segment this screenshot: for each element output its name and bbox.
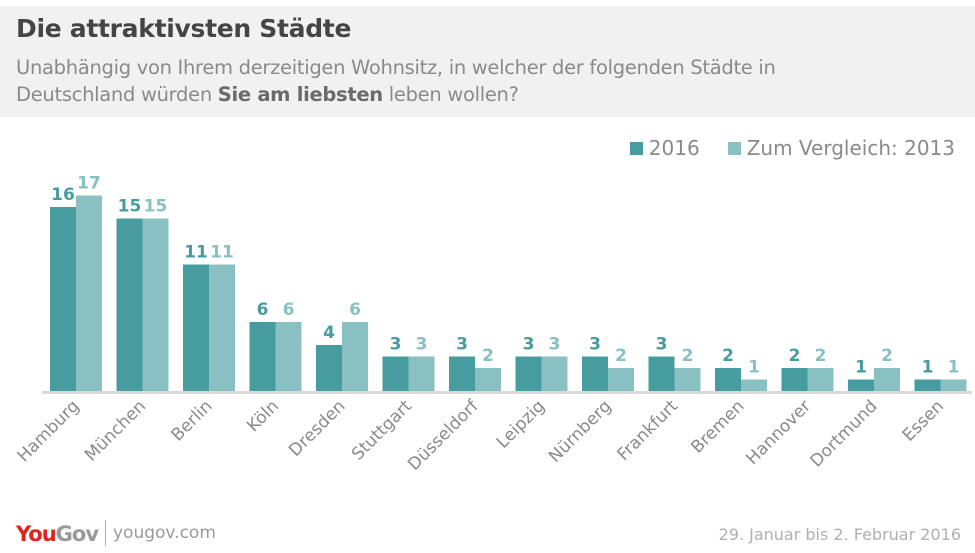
bar-2013-münchen (142, 218, 169, 391)
data-label-2013-hamburg: 17 (77, 174, 101, 194)
bar-2016-dresden (316, 345, 342, 391)
category-label-dortmund: Dortmund (807, 396, 882, 471)
bar-2013-essen (940, 379, 967, 391)
bar-2013-bremen (741, 379, 767, 391)
bar-2016-berlin (183, 264, 209, 391)
subtitle-line-2-post: leben wollen? (382, 83, 519, 106)
bar-2013-hannover (807, 368, 834, 391)
bar-2016-essen (914, 379, 941, 391)
legend-label-2013: Zum Vergleich: 2013 (746, 136, 955, 160)
bar-2016-münchen (116, 218, 143, 391)
bar-2013-stuttgart (408, 356, 435, 391)
data-label-2013-düsseldorf: 2 (482, 346, 494, 366)
category-label-stuttgart: Stuttgart (348, 396, 416, 464)
category-label-berlin: Berlin (168, 396, 217, 445)
bar-2016-hamburg (50, 207, 76, 391)
data-label-2016-essen: 1 (922, 358, 934, 378)
data-label-2016-düsseldorf: 3 (456, 335, 468, 355)
data-label-2013-nürnberg: 2 (615, 346, 627, 366)
category-label-essen: Essen (899, 396, 948, 445)
data-label-2016-leipzig: 3 (523, 335, 535, 355)
data-label-2013-dresden: 6 (349, 300, 361, 320)
data-label-2016-dortmund: 1 (855, 358, 867, 378)
bar-2013-hamburg (76, 195, 102, 391)
chart-subtitle: Unabhängig von Ihrem derzeitigen Wohnsit… (16, 54, 916, 108)
bar-2013-frankfurt (674, 368, 701, 391)
legend-swatch-2016 (629, 141, 643, 155)
legend-label-2016: 2016 (648, 136, 700, 160)
data-label-2013-münchen: 15 (144, 197, 168, 217)
subtitle-line-2-pre: Deutschland würden (16, 83, 218, 106)
data-label-2013-stuttgart: 3 (416, 335, 428, 355)
data-label-2016-münchen: 15 (118, 197, 142, 217)
subtitle-line-2-bold: Sie am liebsten (217, 83, 383, 106)
legend-swatch-2013 (727, 141, 741, 155)
category-label-frankfurt: Frankfurt (613, 396, 682, 465)
data-label-2013-essen: 1 (948, 358, 960, 378)
data-label-2016-nürnberg: 3 (589, 335, 601, 355)
data-label-2016-köln: 6 (257, 300, 269, 320)
data-label-2016-bremen: 2 (722, 346, 734, 366)
data-label-2013-hannover: 2 (815, 346, 827, 366)
subtitle-line-1: Unabhängig von Ihrem derzeitigen Wohnsit… (16, 56, 776, 79)
legend: 2016 Zum Vergleich: 2013 (602, 136, 955, 160)
category-label-düsseldorf: Düsseldorf (404, 396, 483, 475)
data-label-2013-bremen: 1 (748, 358, 760, 378)
category-label-köln: Köln (243, 396, 283, 436)
footer-date: 29. Januar bis 2. Februar 2016 (718, 525, 961, 544)
category-label-nürnberg: Nürnberg (545, 396, 615, 466)
bar-2016-frankfurt (648, 356, 675, 391)
data-label-2013-leipzig: 3 (549, 335, 561, 355)
data-label-2016-berlin: 11 (184, 243, 208, 263)
data-label-2013-dortmund: 2 (881, 346, 893, 366)
bar-2016-nürnberg (582, 356, 608, 391)
data-label-2016-dresden: 4 (323, 323, 335, 343)
data-label-2016-frankfurt: 3 (656, 335, 668, 355)
bar-2016-düsseldorf (449, 356, 475, 391)
bar-2013-leipzig (541, 356, 568, 391)
legend-item-2016: 2016 (629, 136, 700, 160)
footer-url: yougov.com (113, 523, 216, 543)
bar-2013-düsseldorf (475, 368, 501, 391)
data-label-2013-berlin: 11 (210, 243, 234, 263)
data-label-2013-köln: 6 (283, 300, 295, 320)
data-label-2013-frankfurt: 2 (682, 346, 694, 366)
yougov-logo: YouGov (16, 522, 99, 546)
bar-2013-berlin (209, 264, 235, 391)
category-label-bremen: Bremen (687, 396, 748, 457)
legend-item-2013: Zum Vergleich: 2013 (727, 136, 955, 160)
category-label-leipzig: Leipzig (493, 396, 549, 452)
header-panel: Die attraktivsten Städte Unabhängig von … (0, 6, 975, 117)
bar-2013-dortmund (874, 368, 900, 391)
category-label-hannover: Hannover (742, 396, 815, 469)
bar-2016-hannover (781, 368, 808, 391)
bar-2013-köln (275, 322, 302, 391)
bar-2016-köln (249, 322, 276, 391)
category-label-dresden: Dresden (285, 396, 349, 460)
category-label-hamburg: Hamburg (14, 396, 84, 466)
footer-divider (105, 520, 106, 546)
x-axis-line (42, 391, 972, 394)
bar-2016-bremen (715, 368, 741, 391)
bar-2013-nürnberg (608, 368, 634, 391)
bar-2016-dortmund (848, 379, 874, 391)
data-label-2016-hannover: 2 (789, 346, 801, 366)
bar-2016-stuttgart (382, 356, 409, 391)
bar-2013-dresden (342, 322, 368, 391)
data-label-2016-hamburg: 16 (51, 185, 75, 205)
data-label-2016-stuttgart: 3 (390, 335, 402, 355)
bar-2016-leipzig (515, 356, 542, 391)
category-label-münchen: München (81, 396, 150, 465)
chart-title: Die attraktivsten Städte (16, 14, 352, 43)
